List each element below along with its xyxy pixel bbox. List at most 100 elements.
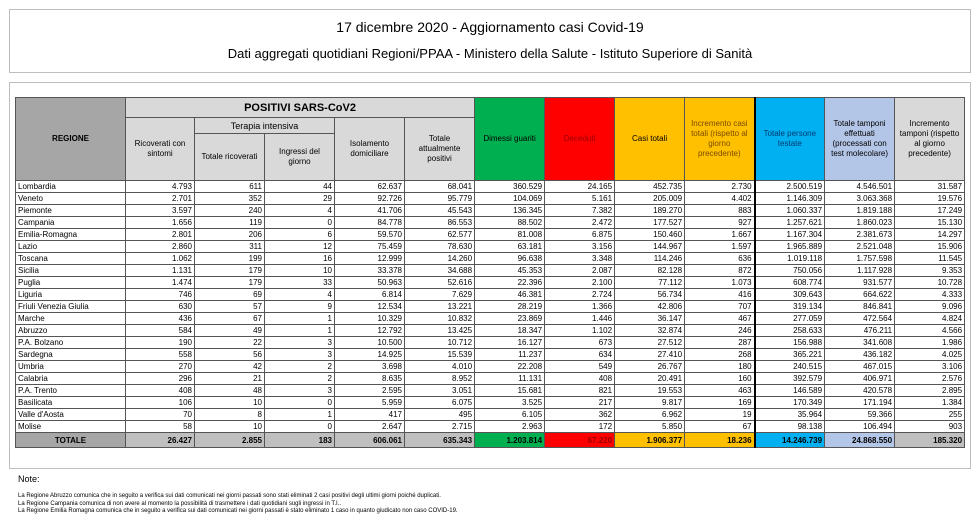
value-cell: 606.061 (334, 432, 405, 448)
value-cell: 365.221 (753, 348, 826, 361)
value-cell: 1.060.337 (753, 204, 826, 217)
table-row: Toscana 1.062 199 16 12.999 14.260 96.638 3.348… (15, 252, 966, 265)
value-cell: 3 (264, 336, 335, 349)
value-cell: 1.906.377 (614, 432, 686, 448)
value-cell: 287 (684, 336, 756, 349)
header-regione: REGIONE (15, 97, 126, 181)
page-title: 17 dicembre 2020 - Aggiornamento casi Co… (336, 19, 644, 35)
value-cell: 18.236 (684, 432, 756, 448)
value-cell: 14.260 (403, 252, 476, 265)
value-cell: 69 (194, 288, 265, 301)
value-cell: 150.460 (614, 228, 686, 241)
value-cell: 77.112 (614, 276, 686, 289)
value-cell: 311 (194, 240, 265, 253)
value-cell: 5.959 (334, 396, 405, 409)
value-cell: 3.698 (334, 360, 405, 373)
region-cell: Campania (15, 216, 126, 229)
table-row: P.A. Trento 408 48 3 2.595 3.051 15.681 821 19.5… (15, 384, 966, 397)
table-row: Abruzzo 584 49 1 12.792 13.425 18.347 1.102 32.8… (15, 324, 966, 337)
value-cell: 352 (194, 192, 265, 205)
value-cell: 199 (194, 252, 265, 265)
value-cell: 1.062 (125, 252, 195, 265)
value-cell: 24.868.550 (824, 432, 896, 448)
value-cell: 1 (264, 324, 335, 337)
value-cell: 10.832 (403, 312, 476, 325)
value-cell: 81.008 (474, 228, 546, 241)
value-cell: 217 (544, 396, 616, 409)
value-cell: 408 (544, 372, 616, 385)
value-cell: 5.161 (544, 192, 616, 205)
value-cell: 180 (684, 360, 756, 373)
value-cell: 341.608 (824, 336, 896, 349)
header-ingressi: Ingressi del giorno (264, 133, 335, 181)
value-cell: 296 (125, 372, 195, 385)
value-cell: 11.237 (474, 348, 546, 361)
value-cell: 417 (334, 408, 405, 421)
note-line: La Regione Campania comunica di non aver… (18, 500, 342, 507)
value-cell: 56.734 (614, 288, 686, 301)
notes: Note: La Regione Abruzzo comunica che in… (18, 474, 458, 516)
table-body: Lombardia 4.793 611 44 62.637 68.041 360.529 24… (15, 180, 966, 448)
value-cell: 11.545 (894, 252, 966, 265)
table-row: Campania 1.656 119 0 84.778 86.553 88.502 2.472… (15, 216, 966, 229)
value-cell: 246 (684, 324, 756, 337)
value-cell: 8.635 (334, 372, 405, 385)
value-cell: 31.587 (894, 180, 966, 193)
table-row: Umbria 270 42 2 3.698 4.010 22.208 549 26.767 180… (15, 360, 966, 373)
header-dimessi: Dimessi guariti (474, 97, 546, 181)
value-cell: 32.874 (614, 324, 686, 337)
value-cell: 452.735 (614, 180, 686, 193)
value-cell: 4.824 (894, 312, 966, 325)
value-cell: 3 (264, 348, 335, 361)
value-cell: 360.529 (474, 180, 546, 193)
value-cell: 98.138 (753, 420, 826, 433)
value-cell: 8.952 (403, 372, 476, 385)
value-cell: 0 (264, 216, 335, 229)
value-cell: 10 (264, 264, 335, 277)
value-cell: 50.963 (334, 276, 405, 289)
value-cell: 9.817 (614, 396, 686, 409)
region-cell: Lazio (15, 240, 126, 253)
value-cell: 146.589 (753, 384, 826, 397)
value-cell: 2.730 (684, 180, 756, 193)
value-cell: 6 (264, 228, 335, 241)
value-cell: 673 (544, 336, 616, 349)
value-cell: 3 (264, 384, 335, 397)
table-row: Liguria 746 69 4 6.814 7.629 46.381 2.724 56.734… (15, 288, 966, 301)
value-cell: 67 (684, 420, 756, 433)
value-cell: 436 (125, 312, 195, 325)
value-cell: 872 (684, 264, 756, 277)
region-cell: Marche (15, 312, 126, 325)
value-cell: 2.500.519 (753, 180, 826, 193)
value-cell: 26.427 (125, 432, 195, 448)
value-cell: 3.156 (544, 240, 616, 253)
value-cell: 10.329 (334, 312, 405, 325)
value-cell: 183 (264, 432, 335, 448)
value-cell: 67 (194, 312, 265, 325)
value-cell: 19.553 (614, 384, 686, 397)
header-terapia: Terapia intensiva (194, 117, 335, 134)
region-cell: Emilia-Romagna (15, 228, 126, 241)
table-row: P.A. Bolzano 190 22 3 10.500 10.712 16.127 673 2… (15, 336, 966, 349)
value-cell: 1.757.598 (824, 252, 896, 265)
header-persone: Totale persone testate (753, 97, 826, 181)
value-cell: 44 (264, 180, 335, 193)
value-cell: 57 (194, 300, 265, 313)
value-cell: 21 (194, 372, 265, 385)
value-cell: 5.850 (614, 420, 686, 433)
value-cell: 1.474 (125, 276, 195, 289)
value-cell: 104.069 (474, 192, 546, 205)
value-cell: 1.117.928 (824, 264, 896, 277)
table-row: Basilicata 106 10 0 5.959 6.075 3.525 217 9.817 1… (15, 396, 966, 409)
value-cell: 12.999 (334, 252, 405, 265)
value-cell: 8 (194, 408, 265, 421)
value-cell: 2.087 (544, 264, 616, 277)
value-cell: 319.134 (753, 300, 826, 313)
value-cell: 1.597 (684, 240, 756, 253)
value-cell: 11.131 (474, 372, 546, 385)
value-cell: 26.767 (614, 360, 686, 373)
value-cell: 6.814 (334, 288, 405, 301)
value-cell: 62.637 (334, 180, 405, 193)
value-cell: 10.500 (334, 336, 405, 349)
header-casi: Casi totali (614, 97, 686, 181)
